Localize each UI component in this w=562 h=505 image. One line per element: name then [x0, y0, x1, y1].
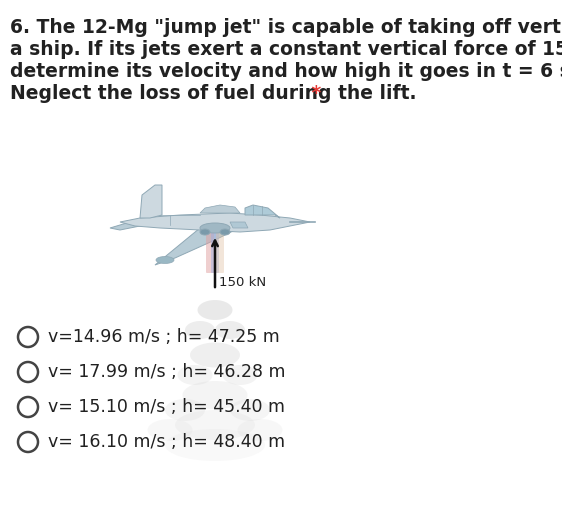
Ellipse shape — [190, 342, 240, 368]
Text: *: * — [305, 84, 321, 103]
Ellipse shape — [175, 410, 255, 440]
Ellipse shape — [185, 321, 215, 339]
Polygon shape — [200, 205, 240, 213]
Polygon shape — [140, 185, 162, 218]
Ellipse shape — [220, 229, 230, 235]
Text: v= 16.10 m/s ; h= 48.40 m: v= 16.10 m/s ; h= 48.40 m — [48, 433, 285, 451]
FancyBboxPatch shape — [206, 231, 214, 273]
Text: Neglect the loss of fuel during the lift.: Neglect the loss of fuel during the lift… — [10, 84, 416, 103]
Ellipse shape — [147, 419, 193, 441]
FancyBboxPatch shape — [211, 231, 219, 273]
Ellipse shape — [165, 399, 205, 421]
Text: 150 kN: 150 kN — [219, 276, 266, 288]
Ellipse shape — [156, 257, 174, 264]
FancyBboxPatch shape — [216, 231, 224, 273]
Ellipse shape — [178, 365, 212, 385]
Text: a ship. If its jets exert a constant vertical force of 150 kN on the plane,: a ship. If its jets exert a constant ver… — [10, 40, 562, 59]
Text: 6. The 12-Mg "jump jet" is capable of taking off vertically from the deck of: 6. The 12-Mg "jump jet" is capable of ta… — [10, 18, 562, 37]
Text: determine its velocity and how high it goes in t = 6 s, starting from rest.: determine its velocity and how high it g… — [10, 62, 562, 81]
Ellipse shape — [200, 229, 210, 235]
Text: v= 17.99 m/s ; h= 46.28 m: v= 17.99 m/s ; h= 46.28 m — [48, 363, 285, 381]
Text: v=14.96 m/s ; h= 47.25 m: v=14.96 m/s ; h= 47.25 m — [48, 328, 280, 346]
Ellipse shape — [230, 399, 270, 421]
Ellipse shape — [197, 300, 233, 320]
Text: v= 15.10 m/s ; h= 45.40 m: v= 15.10 m/s ; h= 45.40 m — [48, 398, 285, 416]
Ellipse shape — [223, 365, 257, 385]
Ellipse shape — [165, 429, 265, 461]
Ellipse shape — [238, 419, 283, 441]
Polygon shape — [230, 222, 248, 228]
Polygon shape — [110, 220, 148, 230]
Polygon shape — [155, 225, 235, 265]
Ellipse shape — [200, 223, 230, 233]
Polygon shape — [245, 205, 280, 218]
Ellipse shape — [183, 381, 247, 409]
Polygon shape — [120, 213, 310, 232]
Ellipse shape — [215, 321, 245, 339]
